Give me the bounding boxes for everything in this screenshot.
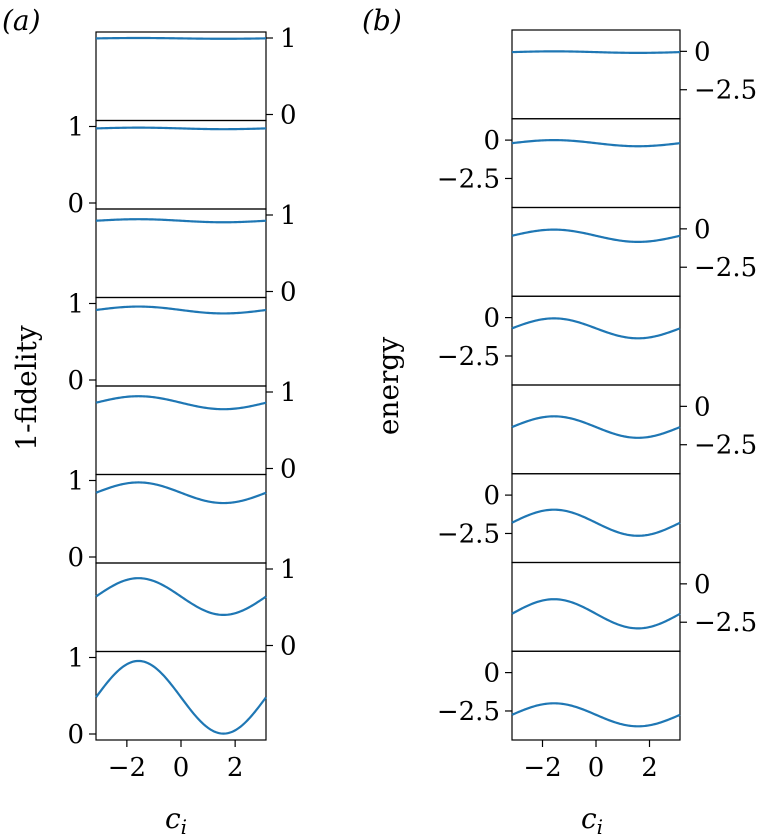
y-tick-label-b-8-1: 0	[483, 659, 500, 689]
y-tick-label-a-1-1: 1	[280, 24, 297, 54]
x-axis-label-a: ci	[165, 802, 187, 837]
series-line-a-4	[95, 305, 267, 315]
series-line-b-2	[511, 139, 681, 148]
plot-area-a: 0 1 0 1 0 1 0 1 0 1 0 1 0 1 0 1 −2 0 2	[67, 24, 296, 783]
y-tick-label-a-1-0: 0	[280, 101, 297, 131]
y-tick-label-a-7-0: 0	[280, 632, 297, 662]
y-tick-label-a-2-0: 0	[67, 189, 84, 219]
x-tick-label-a-2: 2	[227, 753, 244, 783]
y-tick-label-b-2-0: −2.5	[437, 164, 500, 194]
subplot-frame-a-2	[95, 119, 267, 210]
series-line-b-4	[511, 317, 681, 340]
y-axis-label-a: 1-fidelity	[10, 325, 43, 451]
series-line-a-8	[95, 659, 267, 735]
y-tick-label-a-6-1: 1	[67, 467, 84, 497]
x-tick-label-a-1: 0	[173, 753, 190, 783]
subplot-frame-a-5	[95, 385, 267, 476]
y-tick-label-b-1-1: 0	[694, 37, 711, 67]
y-tick-label-b-1-0: −2.5	[694, 76, 757, 106]
series-line-a-2	[95, 126, 267, 131]
x-axis-label-b-sub: i	[597, 815, 603, 837]
subplot-frame-b-1	[511, 29, 681, 120]
y-axis-label-b: energy	[372, 337, 405, 435]
y-tick-label-b-8-0: −2.5	[437, 697, 500, 727]
y-tick-label-b-6-0: −2.5	[437, 519, 500, 549]
series-line-a-1	[95, 36, 267, 40]
subplot-frame-b-5	[511, 384, 681, 475]
series-line-b-7	[511, 598, 681, 630]
panel-b-label: (b)	[362, 4, 402, 37]
y-tick-label-a-5-1: 1	[280, 378, 297, 408]
y-tick-label-b-3-0: −2.5	[694, 253, 757, 283]
subplot-frame-a-1	[95, 31, 267, 122]
x-axis-label-a-sub: i	[181, 815, 187, 837]
series-line-b-1	[511, 50, 681, 54]
y-tick-label-a-6-0: 0	[67, 543, 84, 573]
y-tick-label-b-4-0: −2.5	[437, 342, 500, 372]
series-line-a-3	[95, 218, 267, 224]
subplot-frame-b-3	[511, 206, 681, 297]
series-line-a-7	[95, 577, 267, 617]
x-tick-label-a-0: −2	[108, 753, 146, 783]
y-tick-label-b-5-0: −2.5	[694, 431, 757, 461]
y-tick-label-b-2-1: 0	[483, 126, 500, 156]
x-axis-label-b-base: c	[581, 802, 597, 835]
y-tick-label-b-5-1: 0	[694, 392, 711, 422]
y-tick-label-b-7-1: 0	[694, 570, 711, 600]
subplot-frame-b-4	[511, 295, 681, 386]
series-line-a-5	[95, 395, 267, 411]
series-line-b-6	[511, 508, 681, 537]
series-line-b-8	[511, 702, 681, 728]
y-tick-label-a-4-0: 0	[67, 366, 84, 396]
x-axis-label-b: ci	[581, 802, 603, 837]
y-tick-label-b-6-1: 0	[483, 481, 500, 511]
series-line-b-3	[511, 228, 681, 244]
y-tick-label-a-7-1: 1	[280, 555, 297, 585]
y-tick-label-a-2-1: 1	[67, 113, 84, 143]
subplot-frame-b-2	[511, 118, 681, 209]
y-tick-label-b-4-1: 0	[483, 304, 500, 334]
y-tick-label-a-3-0: 0	[280, 278, 297, 308]
y-tick-label-b-7-0: −2.5	[694, 608, 757, 638]
y-tick-label-b-3-1: 0	[694, 215, 711, 245]
subplot-frame-a-7	[95, 562, 267, 653]
series-line-b-5	[511, 415, 681, 439]
y-tick-label-a-5-0: 0	[280, 455, 297, 485]
subplot-frame-a-6	[95, 473, 267, 564]
x-tick-label-b-0: −2	[523, 753, 561, 783]
y-tick-label-a-4-1: 1	[67, 290, 84, 320]
y-tick-label-a-8-1: 1	[67, 644, 84, 674]
x-tick-label-b-1: 0	[588, 753, 605, 783]
x-tick-label-b-2: 2	[641, 753, 658, 783]
y-tick-label-a-8-0: 0	[67, 720, 84, 750]
subplot-frame-b-7	[511, 561, 681, 652]
series-line-a-6	[95, 481, 267, 505]
y-tick-label-a-3-1: 1	[280, 201, 297, 231]
plot-area-b: −2.5 0 −2.5 0 −2.5 0 −2.5 0 −2.5 0 −2.5 0 −2.5 0 −2.5 0…	[437, 29, 757, 783]
subplot-frame-b-6	[511, 473, 681, 564]
subplot-frame-b-8	[511, 650, 681, 741]
panel-a-label: (a)	[2, 4, 41, 37]
x-axis-label-a-base: c	[165, 802, 181, 835]
